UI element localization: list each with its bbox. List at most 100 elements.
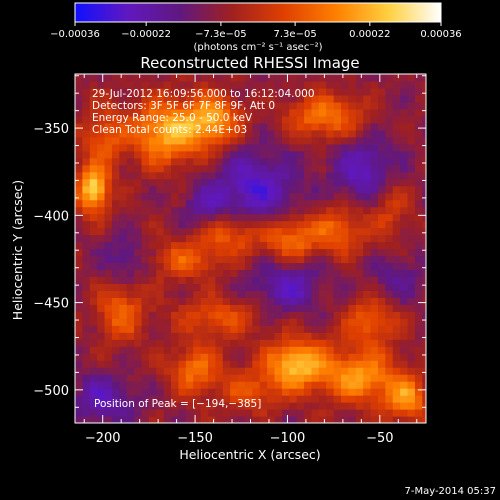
heatmap-cell	[333, 129, 342, 138]
heatmap-cell	[311, 297, 320, 305]
heatmap-cell	[82, 192, 91, 201]
heatmap-cell	[141, 304, 150, 312]
heatmap-cell	[274, 108, 283, 117]
heatmap-cell	[311, 241, 320, 250]
heatmap-cell	[193, 213, 202, 222]
heatmap-cell	[355, 332, 364, 340]
heatmap-cell	[333, 255, 342, 264]
heatmap-cell	[185, 409, 194, 417]
heatmap-cell	[274, 248, 283, 257]
heatmap-cell	[326, 332, 335, 340]
heatmap-cell	[252, 192, 261, 201]
heatmap-cell	[230, 269, 239, 278]
heatmap-cell	[119, 143, 128, 152]
heatmap-cell	[385, 220, 394, 229]
heatmap-cell	[134, 220, 143, 229]
heatmap-cell	[171, 192, 180, 201]
heatmap-cell	[274, 178, 283, 187]
heatmap-cell	[126, 74, 135, 82]
heatmap-cell	[326, 122, 335, 131]
heatmap-cell	[377, 80, 386, 89]
heatmap-cell	[355, 171, 364, 180]
heatmap-cell	[185, 150, 194, 159]
heatmap-cell	[82, 74, 91, 82]
heatmap-cell	[318, 388, 327, 396]
heatmap-cell	[407, 318, 416, 326]
heatmap-cell	[259, 395, 268, 403]
heatmap-cell	[82, 360, 91, 368]
heatmap-cell	[274, 150, 283, 159]
heatmap-cell	[215, 94, 224, 103]
heatmap-cell	[119, 248, 128, 257]
heatmap-cell	[326, 185, 335, 194]
heatmap-cell	[126, 381, 135, 389]
heatmap-cell	[407, 388, 416, 396]
heatmap-cell	[400, 94, 409, 103]
heatmap-cell	[148, 143, 157, 152]
heatmap-cell	[200, 353, 209, 361]
heatmap-cell	[289, 87, 298, 96]
heatmap-cell	[281, 367, 290, 375]
heatmap-cell	[333, 101, 342, 110]
heatmap-cell	[252, 94, 261, 103]
heatmap-cell	[400, 297, 409, 305]
heatmap-cell	[407, 164, 416, 173]
heatmap-cell	[385, 129, 394, 138]
heatmap-cell	[230, 325, 239, 333]
heatmap-cell	[178, 360, 187, 368]
heatmap-cell	[281, 388, 290, 396]
heatmap-cell	[281, 262, 290, 271]
heatmap-cell	[89, 94, 98, 103]
heatmap-cell	[267, 311, 276, 319]
heatmap-cell	[259, 339, 268, 347]
heatmap-cell	[148, 290, 157, 298]
heatmap-cell	[200, 74, 209, 82]
heatmap-cell	[289, 318, 298, 326]
heatmap-cell	[363, 122, 372, 131]
heatmap-cell	[281, 220, 290, 229]
heatmap-cell	[407, 381, 416, 389]
heatmap-cell	[208, 234, 216, 243]
heatmap-cell	[244, 122, 253, 131]
heatmap-cell	[348, 276, 357, 284]
heatmap-cell	[75, 353, 83, 361]
heatmap-cell	[377, 185, 386, 194]
heatmap-cell	[281, 213, 290, 222]
heatmap-cell	[348, 234, 357, 243]
heatmap-cell	[119, 353, 128, 361]
heatmap-cell	[355, 241, 364, 250]
heatmap-cell	[311, 227, 320, 236]
heatmap-cell	[392, 304, 401, 312]
heatmap-cell	[82, 318, 91, 326]
heatmap-cell	[119, 381, 128, 389]
heatmap-cell	[311, 87, 320, 96]
heatmap-cell	[400, 374, 409, 382]
heatmap-cell	[185, 367, 194, 375]
heatmap-cell	[363, 416, 372, 423]
heatmap-cell	[304, 262, 313, 271]
heatmap-cell	[244, 220, 253, 229]
heatmap-cell	[385, 241, 394, 250]
heatmap-cell	[363, 108, 372, 117]
heatmap-cell	[304, 199, 313, 208]
heatmap-cell	[274, 94, 283, 103]
heatmap-cell	[230, 178, 239, 187]
heatmap-cell	[348, 192, 357, 201]
heatmap-cell	[267, 150, 276, 159]
heatmap-cell	[407, 409, 416, 417]
heatmap-cell	[89, 402, 98, 410]
heatmap-cell	[377, 157, 386, 166]
heatmap-cell	[178, 122, 187, 131]
heatmap-cell	[171, 150, 180, 159]
heatmap-cell	[89, 360, 98, 368]
heatmap-cell	[126, 101, 135, 110]
heatmap-cell	[333, 374, 342, 382]
heatmap-cell	[156, 157, 165, 166]
heatmap-cell	[75, 164, 83, 173]
heatmap-cell	[304, 290, 313, 298]
heatmap-cell	[126, 234, 135, 243]
heatmap-cell	[97, 318, 106, 326]
heatmap-cell	[119, 101, 128, 110]
heatmap-cell	[171, 332, 180, 340]
heatmap-cell	[392, 227, 401, 236]
